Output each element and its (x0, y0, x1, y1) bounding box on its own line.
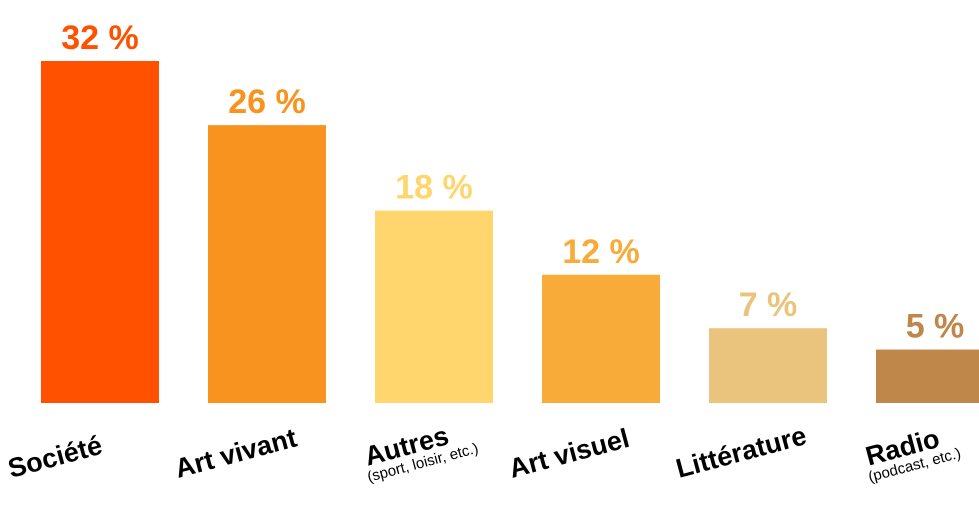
category-label-group: Radio(podcast, etc.) (862, 423, 962, 486)
category-label: Art visuel (506, 423, 633, 484)
category-label-group: Littérature (673, 420, 810, 484)
category-label-group: Société (5, 430, 106, 484)
category-label-group: Autres(sport, loisir, etc.) (361, 420, 480, 485)
bar (208, 125, 326, 403)
value-label: 18 % (395, 169, 473, 207)
value-label: 5 % (906, 308, 965, 346)
bar (375, 210, 493, 403)
bar (542, 274, 660, 403)
value-label: 26 % (228, 83, 306, 121)
bar (876, 349, 979, 403)
category-label-group: Art visuel (506, 423, 633, 484)
bar (709, 328, 827, 403)
category-label: Société (5, 430, 106, 484)
category-label: Littérature (673, 420, 810, 484)
category-label: Art vivant (172, 423, 300, 484)
category-label-group: Art vivant (172, 423, 300, 484)
bar (41, 61, 159, 403)
value-label: 32 % (61, 19, 139, 57)
value-label: 7 % (739, 286, 798, 324)
value-label: 12 % (562, 233, 640, 271)
